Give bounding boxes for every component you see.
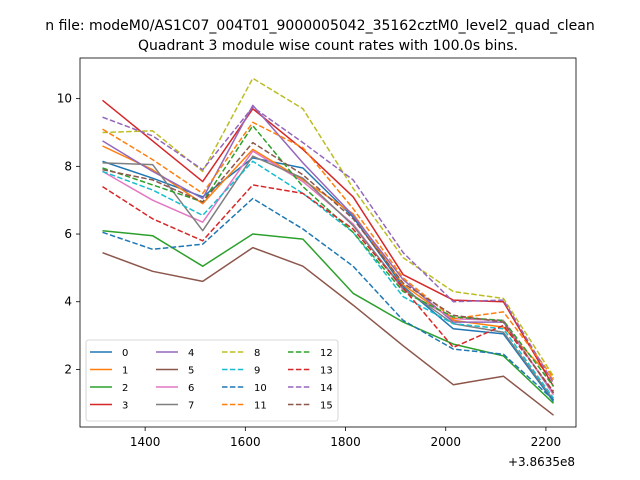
x-tick-label: 2200	[531, 435, 562, 449]
legend-label-13: 13	[320, 366, 333, 377]
legend-label-5: 5	[188, 366, 194, 377]
y-tick-label: 8	[64, 159, 72, 173]
legend-label-1: 1	[122, 366, 128, 377]
legend-label-2: 2	[122, 383, 128, 394]
axes-frame	[79, 57, 577, 428]
y-tick-label: 2	[64, 362, 72, 376]
series-line-9	[102, 160, 555, 399]
legend-label-15: 15	[320, 401, 333, 412]
series-line-15	[102, 141, 555, 394]
series-line-2	[102, 229, 555, 404]
legend-label-12: 12	[320, 348, 333, 359]
legend-label-4: 4	[188, 348, 194, 359]
legend-label-9: 9	[254, 366, 260, 377]
x-axis-offset-label: +3.8635e8	[508, 455, 575, 469]
legend-label-8: 8	[254, 348, 260, 359]
series-line-14	[102, 106, 555, 384]
legend-label-3: 3	[122, 401, 128, 412]
series-line-10	[102, 197, 555, 401]
x-tick-label: 1600	[230, 435, 261, 449]
legend-label-6: 6	[188, 383, 194, 394]
series-line-7	[102, 155, 555, 401]
series-line-8	[102, 77, 555, 377]
x-tick-label: 1800	[330, 435, 361, 449]
series-line-4	[102, 104, 555, 394]
y-tick-label: 6	[64, 227, 72, 241]
series-line-1	[102, 145, 555, 381]
series-line-5	[102, 246, 554, 416]
legend-label-10: 10	[254, 383, 267, 394]
chart-title: Quadrant 3 module wise count rates with …	[138, 38, 518, 54]
legend-label-0: 0	[122, 348, 128, 359]
figure-suptitle: n file: modeM0/AS1C07_004T01_9000005042_…	[45, 18, 594, 34]
series-line-13	[102, 184, 555, 392]
x-tick-label: 1400	[130, 435, 161, 449]
legend-label-14: 14	[320, 383, 333, 394]
y-tick-label: 4	[64, 295, 72, 309]
y-tick-label: 10	[57, 92, 72, 106]
series-line-11	[102, 121, 555, 379]
legend-label-7: 7	[188, 401, 194, 412]
plot-area: 1400 1600 1800 2000 220024681001234567891011…	[57, 57, 577, 449]
x-tick-label: 2000	[430, 435, 461, 449]
legend-box	[85, 339, 339, 422]
legend-label-11: 11	[254, 401, 267, 412]
